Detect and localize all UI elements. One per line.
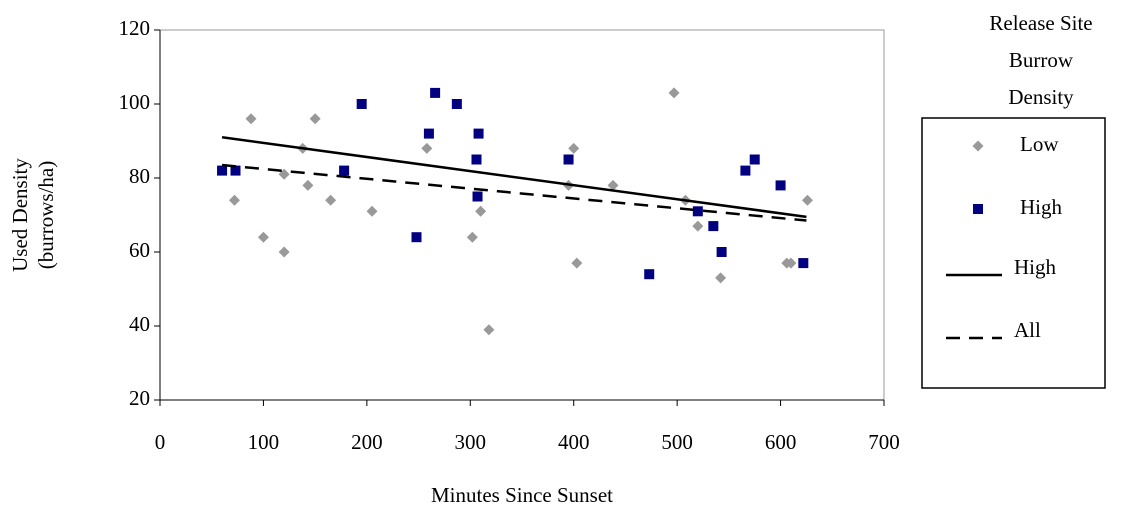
point [775,180,786,191]
legend-title: Burrow [1009,48,1074,72]
y-axis-label: (burrows/ha) [34,161,58,269]
y-axis-label: Used Density [8,158,32,272]
point [278,246,290,258]
legend-label: High [1014,255,1057,279]
point [411,232,422,243]
point [668,87,680,99]
y-tick-label: 20 [129,386,150,410]
point [245,113,257,125]
point [471,154,482,165]
y-tick-label: 40 [129,312,150,336]
point [325,194,337,206]
point [801,194,813,206]
point [563,154,574,165]
x-tick-label: 0 [155,430,166,454]
point [749,154,760,165]
point [472,191,483,202]
point [302,179,314,191]
point [356,99,367,109]
legend-title: Density [1008,85,1074,109]
legend-marker [972,140,984,152]
point [309,113,321,125]
legend-label: All [1014,318,1041,342]
x-tick-label: 500 [661,430,693,454]
point [568,142,580,154]
point [473,128,484,139]
x-tick-label: 700 [868,430,900,454]
point [228,194,240,206]
point [607,179,619,191]
point [740,165,751,176]
point [466,231,478,243]
point [257,231,269,243]
legend-title: Release Site [989,11,1092,35]
legend-label: Low [1020,132,1059,156]
plot-area [159,29,885,401]
trend-line [221,136,807,219]
x-tick-label: 200 [351,430,383,454]
point [366,205,378,217]
point [644,269,655,280]
y-tick-label: 80 [129,164,150,188]
x-tick-label: 600 [765,430,797,454]
legend-box [921,117,1106,389]
point [571,257,583,269]
point [230,165,241,176]
y-tick-label: 60 [129,238,150,262]
x-axis-label: Minutes Since Sunset [431,483,613,507]
y-tick-label: 100 [119,90,151,114]
point [339,165,350,176]
legend-label: High [1020,195,1063,219]
trend-line [221,163,807,222]
point [715,272,727,284]
point [692,206,703,217]
point [798,258,809,269]
point [692,220,704,232]
legend-marker [973,204,983,214]
point [716,247,727,257]
x-tick-label: 100 [248,430,280,454]
point [423,128,434,139]
x-tick-label: 400 [558,430,590,454]
x-tick-label: 300 [455,430,487,454]
point [475,205,487,217]
point [217,165,228,176]
point [483,324,495,336]
point [430,87,441,98]
point [421,142,433,154]
y-tick-label: 120 [119,16,151,40]
point [708,221,719,232]
point [451,99,462,109]
point [785,257,797,269]
